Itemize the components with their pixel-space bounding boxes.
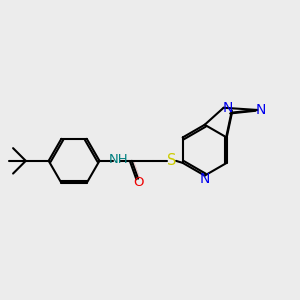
Text: O: O bbox=[133, 176, 143, 189]
Text: N: N bbox=[222, 101, 233, 115]
Text: S: S bbox=[167, 153, 177, 168]
Text: N: N bbox=[256, 103, 266, 117]
Text: N: N bbox=[200, 172, 210, 186]
Text: NH: NH bbox=[109, 153, 129, 166]
